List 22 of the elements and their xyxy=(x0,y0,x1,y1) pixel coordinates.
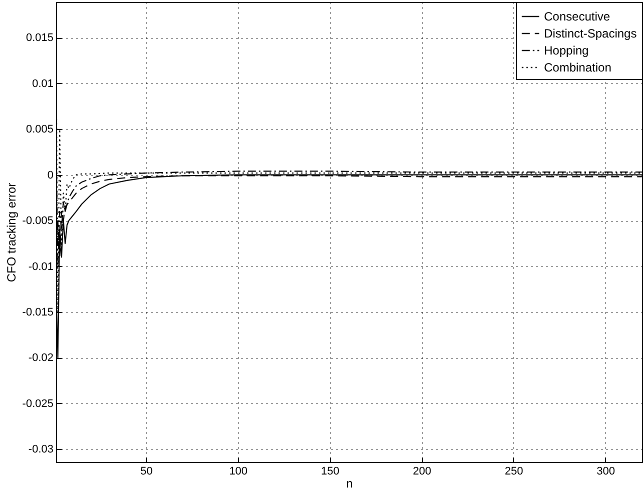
y-tick-label: 0.01 xyxy=(32,78,54,90)
y-tick-label: 0.015 xyxy=(26,32,54,44)
y-tick-label: -0.015 xyxy=(22,306,54,319)
y-tick-label: -0.03 xyxy=(28,444,54,456)
y-tick-label: -0.025 xyxy=(22,398,54,410)
y-axis-title: CFO tracking error xyxy=(4,182,18,282)
y-tick-label: 0 xyxy=(47,169,54,182)
x-tick-label: 100 xyxy=(229,466,248,478)
y-tick-label: -0.005 xyxy=(22,215,54,228)
x-axis-title: n xyxy=(346,476,353,490)
legend-label: Hopping xyxy=(544,44,589,58)
legend-label: Combination xyxy=(544,60,612,74)
x-tick-label: 300 xyxy=(596,466,615,478)
legend-label: Consecutive xyxy=(544,10,610,24)
x-tick-label: 150 xyxy=(321,466,340,478)
x-tick-label: 250 xyxy=(504,466,524,478)
y-tick-label: 0.005 xyxy=(26,124,54,136)
y-tick-label: -0.02 xyxy=(28,352,54,364)
x-tick-label: 200 xyxy=(412,466,432,478)
legend-label: Distinct-Spacings xyxy=(544,26,637,40)
x-tick-label: 50 xyxy=(140,466,153,478)
y-tick-label: -0.01 xyxy=(28,260,54,273)
